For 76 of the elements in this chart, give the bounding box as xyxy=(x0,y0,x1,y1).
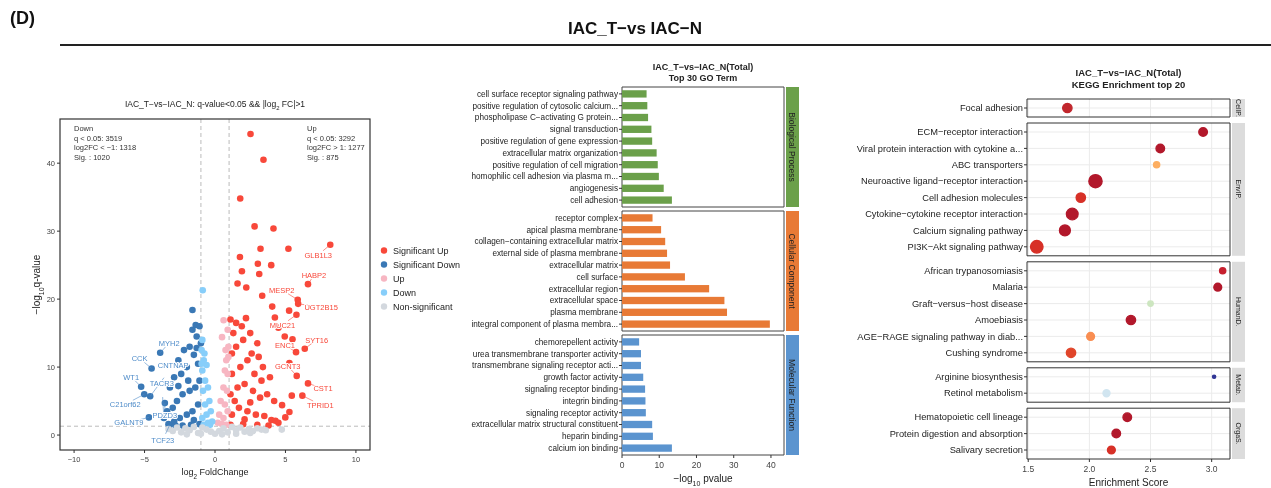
y-tick-label: Graft−versus−host disease xyxy=(911,298,1023,309)
y-tick-label: Calcium signaling pathway xyxy=(912,225,1024,236)
y-tick-label: angiogenesis xyxy=(569,184,618,194)
y-tick-label: growth factor activity xyxy=(543,373,619,383)
y-tick-label: cell surface receptor signaling pathway xyxy=(476,89,619,99)
y-tick-label: extracellular space xyxy=(549,296,619,306)
legend-label: Up xyxy=(393,274,405,284)
y-tick-label: Cell adhesion molecules xyxy=(922,192,1024,203)
y-tick-label: extracellular region xyxy=(548,284,619,294)
y-tick-label: plasma membrane xyxy=(550,308,619,318)
y-tick-label: ECM−receptor interaction xyxy=(917,127,1023,138)
chart-subtitle: KEGG Enrichment top 20 xyxy=(1071,78,1186,90)
text: Cellular Component xyxy=(787,233,798,310)
legend-label: Significant Up xyxy=(393,246,449,256)
y-tick-label: apical plasma membrane xyxy=(526,225,619,235)
y-tick-label: cell surface xyxy=(576,272,619,282)
y-tick-label: Viral protein interaction with cytokine a... xyxy=(856,143,1023,154)
y-tick-label: chemorepellent activity xyxy=(534,337,619,347)
y-tick-label: Retinol metabolism xyxy=(943,388,1024,399)
x-tick-label: 10 xyxy=(654,459,665,470)
y-tick-label: ABC transporters xyxy=(951,160,1024,171)
y-tick-label: Neuroactive ligand−receptor interaction xyxy=(860,176,1023,187)
y-tick-label: cell adhesion xyxy=(570,195,619,205)
x-axis-title: −log$_{10}$ pvalue xyxy=(673,473,734,487)
y-tick-label: Focal adhesion xyxy=(959,103,1023,114)
x-tick-label: 2.5 xyxy=(1144,463,1157,474)
y-tick-label: collagen−containing extracellular matrix xyxy=(474,237,618,247)
chart-title: IAC_T−vs−IAC_N: q-value<0.05 && |log$_{2}$ FC|>1 xyxy=(124,99,306,111)
x-axis-title: Enrichment Score xyxy=(1088,477,1169,488)
y-tick-label: heparin binding xyxy=(562,432,619,442)
chart-title: IAC_T−vs−IAC_N(Total) xyxy=(1075,67,1182,78)
y-tick-label: positive regulation of gene expression xyxy=(480,136,619,146)
y-tick-label: extracellular matrix organization xyxy=(502,148,619,158)
y-tick-label: African trypanosomiasis xyxy=(924,266,1024,277)
y-tick-label: Cushing syndrome xyxy=(945,348,1023,359)
x-axis-title: log$_{2}$ FoldChange xyxy=(181,467,249,480)
y-tick-label: Hematopoietic cell lineage xyxy=(914,412,1023,423)
y-tick-label: AGE−RAGE signaling pathway in diab... xyxy=(857,331,1023,342)
y-tick-label: extracellular matrix structural constituent xyxy=(471,420,619,430)
y-tick-label: Salivary secretion xyxy=(949,445,1023,456)
y-tick-label: receptor complex xyxy=(555,213,618,223)
y-tick-label: positive regulation of cytosolic calcium... xyxy=(472,101,618,111)
y-tick-label: PI3K−Akt signaling pathway xyxy=(907,242,1024,253)
y-tick-label: homophilic cell adhesion via plasma m... xyxy=(471,172,618,182)
y-tick-label: phospholipase C−activating G protein... xyxy=(474,113,618,123)
y-tick-label: calcium ion binding xyxy=(548,443,619,453)
text: Biological Process xyxy=(787,112,798,182)
x-tick-label: 40 xyxy=(766,459,776,470)
text: Molecular Function xyxy=(787,359,798,432)
y-tick-label: extracellular matrix xyxy=(549,260,618,270)
text: IAC_T−vs IAC−N xyxy=(567,19,703,38)
y-tick-label: Malaria xyxy=(992,282,1024,293)
y-tick-label: Amoebiasis xyxy=(974,315,1024,326)
y-tick-label: Arginine biosynthesis xyxy=(935,372,1024,383)
chart-subtitle: Top 30 GO Term xyxy=(668,73,738,83)
y-tick-label: Protein digestion and absorption xyxy=(889,428,1023,439)
chart-title: IAC_T−vs−IAC_N(Total) xyxy=(652,62,754,72)
legend-label: Down xyxy=(393,288,417,298)
y-tick-label: transmembrane signaling receptor acti... xyxy=(471,361,618,371)
y-tick-label: signaling receptor binding xyxy=(524,384,619,394)
y-tick-label: integral component of plasma membra... xyxy=(471,319,618,329)
y-tick-label: Cytokine−cytokine receptor interaction xyxy=(865,209,1023,220)
y-tick-label: signaling receptor activity xyxy=(526,408,619,418)
legend-label: Non-significant xyxy=(393,302,454,312)
y-tick-label: positive regulation of cell migration xyxy=(492,160,619,170)
x-tick-label: 3.0 xyxy=(1205,463,1218,474)
x-tick-label: 30 xyxy=(728,459,739,470)
y-tick-label: urea transmembrane transporter activity xyxy=(472,349,619,359)
x-tick-label: 2.0 xyxy=(1083,463,1096,474)
x-tick-label: 1.5 xyxy=(1022,463,1035,474)
legend-label: Significant Down xyxy=(393,260,461,270)
text: (D) xyxy=(10,8,35,28)
y-tick-label: integrin binding xyxy=(562,396,619,406)
y-tick-label: signal transduction xyxy=(549,125,619,135)
x-tick-label: 20 xyxy=(691,459,702,470)
y-tick-label: external side of plasma membrane xyxy=(492,249,619,259)
